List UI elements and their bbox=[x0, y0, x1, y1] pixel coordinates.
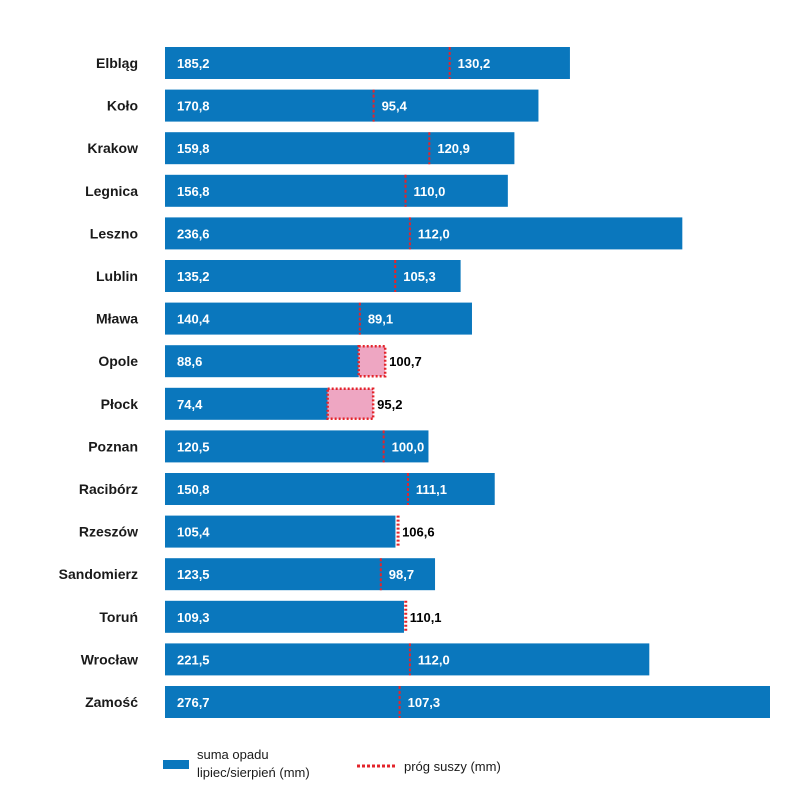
precipitation-bar bbox=[165, 600, 404, 633]
legend: suma opadu lipiec/sierpień (mm) próg sus… bbox=[163, 747, 501, 780]
threshold-value-label: 95,2 bbox=[377, 397, 402, 412]
bar-row: Krakow 159,8 120,9 bbox=[87, 132, 515, 165]
legend-swatch-precipitation bbox=[163, 760, 189, 769]
bar-row: Płock 74,4 95,2 bbox=[101, 387, 402, 421]
bar-row: Wrocław 221,5 112,0 bbox=[81, 643, 650, 676]
threshold-value-label: 98,7 bbox=[389, 567, 414, 582]
threshold-value-label: 100,0 bbox=[392, 439, 425, 454]
threshold-value-label: 112,0 bbox=[418, 652, 450, 667]
precipitation-bar bbox=[165, 515, 396, 548]
bar-row: Legnica 156,8 110,0 bbox=[85, 174, 508, 207]
precipitation-value-label: 185,2 bbox=[177, 56, 210, 71]
bar-row: Koło 170,8 95,4 bbox=[107, 89, 539, 122]
category-label: Wrocław bbox=[81, 651, 138, 667]
category-label: Poznan bbox=[88, 438, 138, 454]
category-label: Krakow bbox=[87, 140, 138, 156]
precipitation-bar bbox=[165, 174, 508, 207]
precipitation-value-label: 105,4 bbox=[177, 525, 210, 540]
drought-deficit-box bbox=[326, 387, 375, 421]
precipitation-bar bbox=[165, 686, 770, 718]
bar-row: Opole 88,6 100,7 bbox=[98, 344, 422, 378]
threshold-value-label: 111,1 bbox=[416, 482, 447, 497]
precipitation-value-label: 156,8 bbox=[177, 184, 210, 199]
bar-row: Leszno 236,6 112,0 bbox=[90, 217, 683, 250]
category-label: Toruń bbox=[99, 609, 138, 625]
precipitation-bar bbox=[165, 643, 650, 676]
precipitation-bar bbox=[165, 260, 461, 292]
threshold-value-label: 120,9 bbox=[437, 141, 470, 156]
precipitation-bar bbox=[165, 89, 539, 122]
category-label: Elbląg bbox=[96, 55, 138, 71]
category-label: Mława bbox=[96, 311, 138, 327]
category-label: Legnica bbox=[85, 183, 138, 199]
precipitation-value-label: 74,4 bbox=[177, 397, 203, 412]
bar-row: Toruń 109,3 110,1 bbox=[99, 600, 442, 633]
threshold-value-label: 110,0 bbox=[414, 184, 446, 199]
legend-label-precipitation-line1: suma opadu bbox=[197, 747, 269, 762]
precipitation-value-label: 221,5 bbox=[177, 652, 210, 667]
threshold-value-label: 107,3 bbox=[408, 695, 441, 710]
legend-label-threshold: próg suszy (mm) bbox=[404, 759, 501, 774]
precipitation-value-label: 88,6 bbox=[177, 354, 202, 369]
category-label: Racibórz bbox=[79, 481, 138, 497]
threshold-value-label: 110,1 bbox=[410, 610, 442, 625]
category-label: Rzeszów bbox=[79, 524, 138, 540]
precipitation-bar bbox=[165, 558, 436, 591]
threshold-value-label: 89,1 bbox=[368, 312, 393, 327]
precipitation-bar bbox=[165, 217, 683, 250]
bar-row: Poznan 120,5 100,0 bbox=[88, 430, 429, 463]
bar-row: Sandomierz 123,5 98,7 bbox=[59, 558, 436, 591]
legend-label-precipitation-line2: lipiec/sierpień (mm) bbox=[197, 765, 310, 780]
bar-row: Racibórz 150,8 111,1 bbox=[79, 473, 495, 505]
precipitation-bar bbox=[165, 387, 328, 420]
precipitation-value-label: 170,8 bbox=[177, 99, 210, 114]
precipitation-value-label: 120,5 bbox=[177, 439, 210, 454]
threshold-value-label: 106,6 bbox=[402, 525, 435, 540]
category-label: Koło bbox=[107, 98, 138, 114]
threshold-value-label: 100,7 bbox=[389, 354, 422, 369]
category-label: Opole bbox=[98, 353, 138, 369]
threshold-value-label: 95,4 bbox=[382, 99, 408, 114]
threshold-value-label: 130,2 bbox=[458, 56, 491, 71]
precipitation-value-label: 123,5 bbox=[177, 567, 210, 582]
precipitation-value-label: 140,4 bbox=[177, 312, 210, 327]
precipitation-value-label: 276,7 bbox=[177, 695, 210, 710]
precipitation-value-label: 135,2 bbox=[177, 269, 210, 284]
drought-deficit-box bbox=[357, 344, 387, 378]
precipitation-bar bbox=[165, 302, 472, 335]
category-label: Sandomierz bbox=[59, 566, 138, 582]
bar-row: Mława 140,4 89,1 bbox=[96, 302, 472, 335]
category-label: Lublin bbox=[96, 268, 138, 284]
threshold-value-label: 112,0 bbox=[418, 226, 450, 241]
bar-row: Elbląg 185,2 130,2 bbox=[96, 47, 570, 79]
threshold-value-label: 105,3 bbox=[403, 269, 436, 284]
precipitation-bar bbox=[165, 47, 570, 79]
precipitation-value-label: 159,8 bbox=[177, 141, 210, 156]
precipitation-value-label: 236,6 bbox=[177, 226, 210, 241]
category-label: Leszno bbox=[90, 225, 138, 241]
category-label: Płock bbox=[101, 396, 139, 412]
precipitation-value-label: 109,3 bbox=[177, 610, 210, 625]
precipitation-bar bbox=[165, 345, 359, 378]
precipitation-value-label: 150,8 bbox=[177, 482, 210, 497]
precipitation-bar bbox=[165, 132, 515, 165]
bars-layer: Elbląg 185,2 130,2 Koło 170,8 95,4 Krakow 159,8… bbox=[59, 47, 770, 718]
category-label: Zamość bbox=[85, 694, 138, 710]
bar-row: Rzeszów 105,4 106,6 bbox=[79, 515, 435, 548]
bar-row: Zamość 276,7 107,3 bbox=[85, 686, 770, 718]
bar-row: Lublin 135,2 105,3 bbox=[96, 260, 461, 292]
precipitation-bar bbox=[165, 473, 495, 505]
